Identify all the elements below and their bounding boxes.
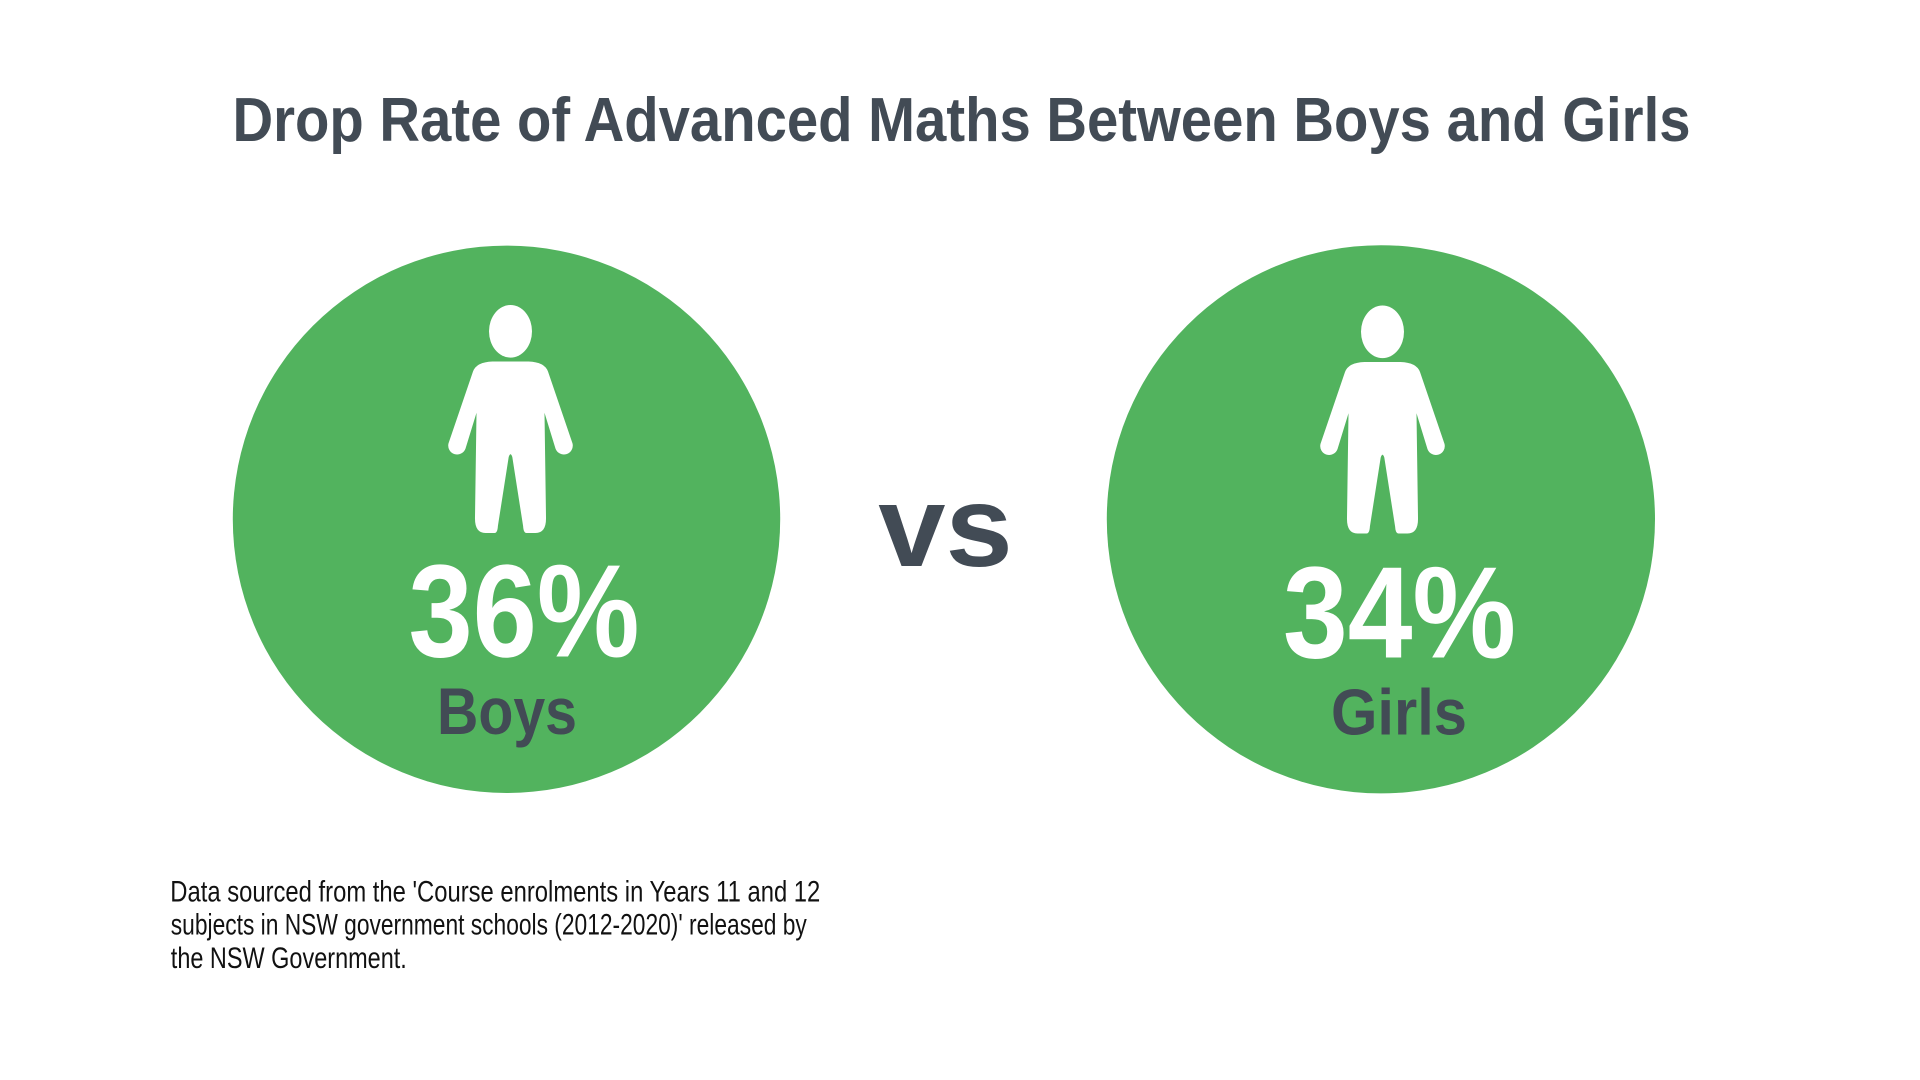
svg-text:the NSW Government.: the NSW Government.	[171, 942, 407, 975]
svg-text:Drop Rate of Advanced Maths Be: Drop Rate of Advanced Maths Between Boys…	[233, 86, 1691, 155]
svg-text:Boys: Boys	[437, 674, 577, 748]
svg-text:36%: 36%	[409, 538, 640, 685]
svg-text:Data sourced from the 'Course: Data sourced from the 'Course enrolments…	[170, 876, 820, 909]
svg-text:34%: 34%	[1283, 540, 1516, 686]
svg-text:Girls: Girls	[1331, 675, 1467, 748]
svg-text:vs: vs	[878, 463, 1013, 591]
svg-text:subjects in NSW government sch: subjects in NSW government schools (2012…	[171, 909, 807, 942]
